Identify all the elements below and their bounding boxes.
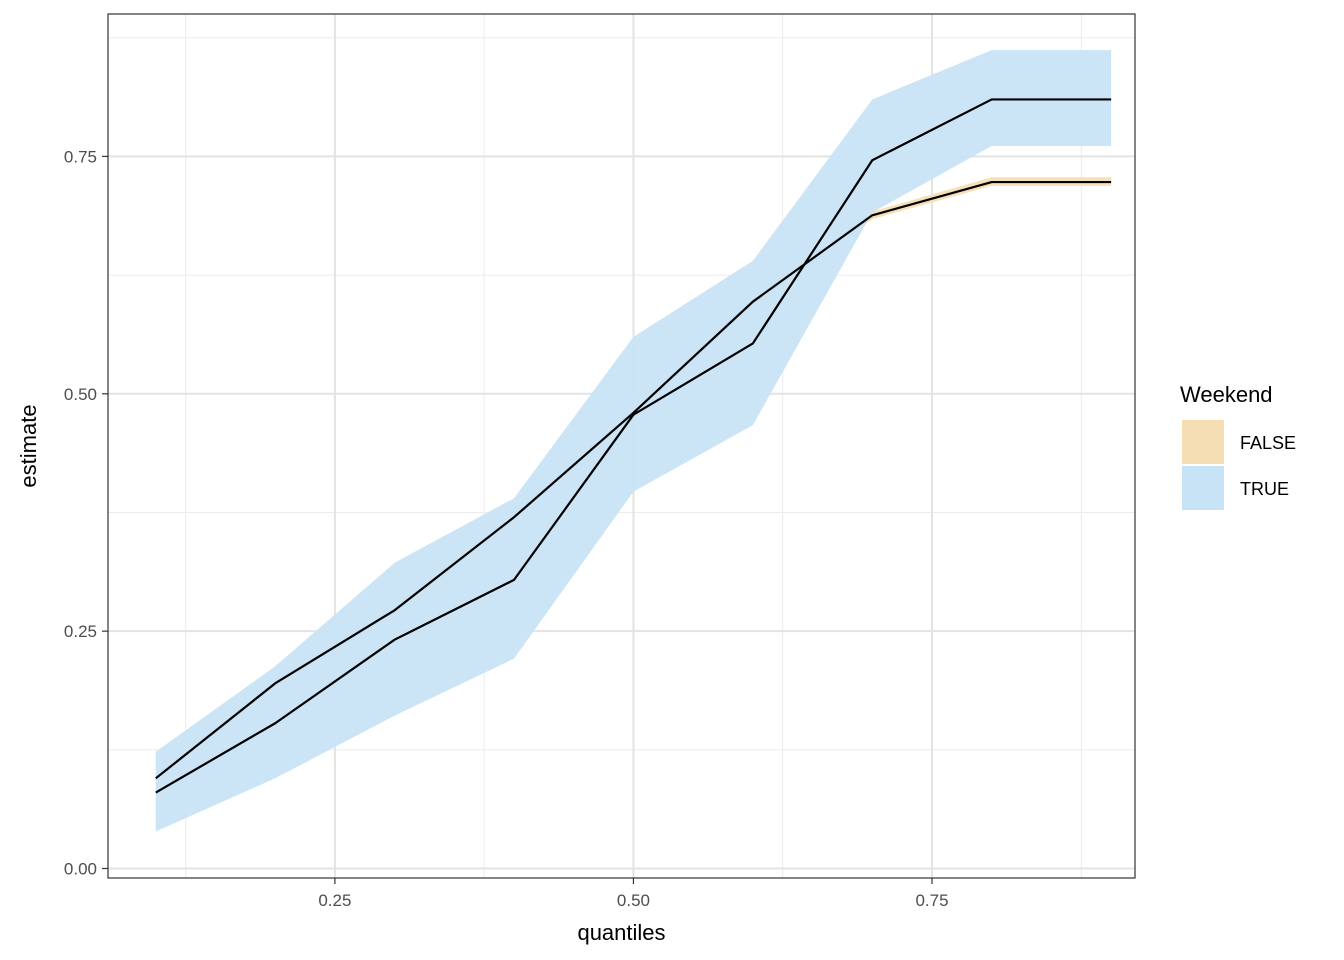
legend-label-true: TRUE <box>1240 479 1289 499</box>
x-tick-label: 0.50 <box>617 891 650 910</box>
y-tick-label: 0.50 <box>64 385 97 404</box>
plot-area <box>107 13 1136 879</box>
line-true <box>155 98 1112 794</box>
legend-items: FALSE TRUE <box>1182 420 1296 510</box>
legend-title: Weekend <box>1180 382 1273 407</box>
y-axis-title: estimate <box>16 404 41 487</box>
legend-key-true <box>1182 466 1224 510</box>
y-tick-label: 0.75 <box>64 147 97 166</box>
series-lines <box>155 98 1112 794</box>
y-tick-label: 0.00 <box>64 860 97 879</box>
legend-key-false <box>1182 420 1224 464</box>
line-false <box>155 180 1112 780</box>
legend: Weekend FALSE TRUE <box>1180 382 1296 510</box>
x-tick-label: 0.75 <box>915 891 948 910</box>
y-axis: 0.00 0.25 0.50 0.75 <box>64 147 108 879</box>
ribbon-true <box>155 50 1112 832</box>
y-tick-label: 0.25 <box>64 622 97 641</box>
x-axis-title: quantiles <box>577 920 665 945</box>
legend-label-false: FALSE <box>1240 433 1296 453</box>
x-tick-label: 0.25 <box>318 891 351 910</box>
confidence-ribbons <box>155 50 1112 832</box>
panel-border <box>107 13 1136 879</box>
x-axis: 0.25 0.50 0.75 <box>318 878 949 910</box>
